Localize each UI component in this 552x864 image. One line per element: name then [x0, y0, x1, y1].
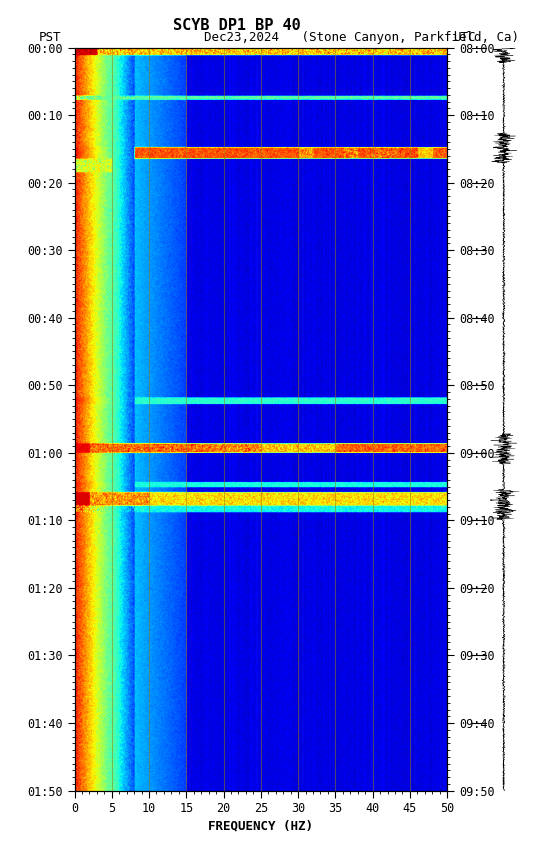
X-axis label: FREQUENCY (HZ): FREQUENCY (HZ) [208, 820, 314, 833]
Text: Dec23,2024   (Stone Canyon, Parkfield, Ca): Dec23,2024 (Stone Canyon, Parkfield, Ca) [204, 31, 519, 44]
Text: UTC: UTC [453, 31, 475, 44]
Text: SCYB DP1 BP 40: SCYB DP1 BP 40 [173, 18, 301, 33]
Text: PST: PST [39, 31, 61, 44]
